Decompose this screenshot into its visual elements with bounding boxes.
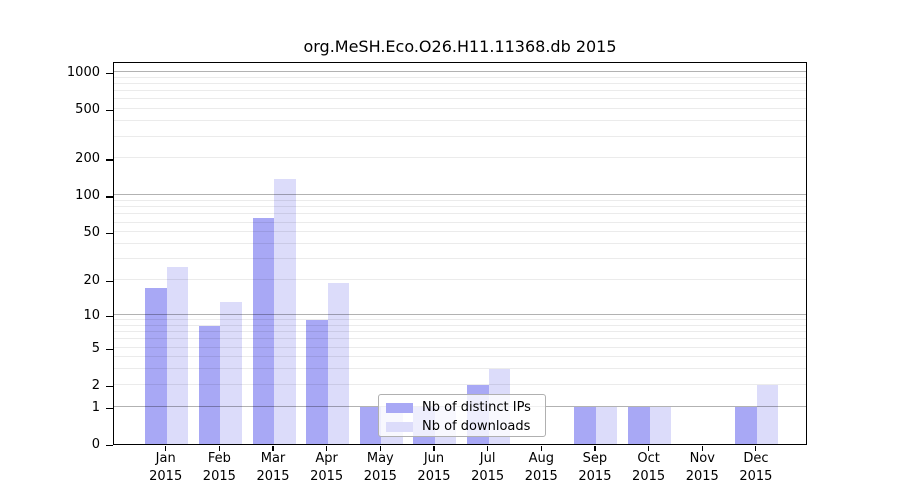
y-tick-label: 1000	[66, 64, 100, 80]
bar-distinct-ips-may	[359, 406, 382, 444]
x-tick-mark	[433, 446, 435, 451]
bar-downloads-oct	[649, 406, 672, 444]
legend-row-distinct-ips: Nb of distinct IPs	[386, 398, 539, 417]
x-tick-label-month: Oct	[637, 451, 660, 466]
y-tick-label: 0	[91, 437, 100, 452]
y-tick-mark	[106, 110, 113, 112]
legend-label-distinct-ips: Nb of distinct IPs	[422, 400, 531, 415]
x-tick-label-year: 2015	[310, 469, 344, 484]
x-tick-label-month: Nov	[689, 451, 715, 466]
x-tick-label-year: 2015	[524, 469, 558, 484]
bar-distinct-ips-apr	[306, 320, 328, 444]
legend-swatch-downloads	[386, 421, 413, 432]
x-tick-mark	[326, 446, 328, 451]
bar-distinct-ips-oct	[628, 406, 650, 444]
x-tick-label-year: 2015	[149, 469, 183, 484]
y-tick-mark	[106, 281, 113, 283]
y-tick-label: 50	[83, 225, 100, 241]
x-tick-label-year: 2015	[202, 469, 236, 484]
y-tick-mark	[106, 348, 113, 350]
y-tick-label: 2	[91, 377, 100, 393]
y-tick-mark	[106, 233, 113, 235]
x-tick-label-month: Apr	[315, 451, 338, 466]
bar-distinct-ips-sep	[574, 406, 596, 444]
x-tick-label-month: Jul	[479, 451, 496, 466]
x-tick-label-month: Jan	[155, 451, 176, 466]
x-tick-mark	[755, 446, 757, 451]
x-tick-label-month: Aug	[528, 451, 554, 466]
x-tick-mark	[647, 446, 650, 451]
y-tick-mark	[106, 407, 113, 409]
x-tick-label-year: 2015	[632, 469, 666, 484]
y-tick-label: 500	[75, 102, 100, 118]
y-tick-mark	[106, 445, 113, 447]
bar-downloads-jan	[166, 266, 189, 444]
x-tick-label-month: Jun	[423, 451, 445, 466]
x-tick-mark	[379, 446, 381, 451]
legend-label-downloads: Nb of downloads	[422, 419, 531, 434]
x-tick-mark	[165, 446, 167, 451]
bar-distinct-ips-feb	[198, 325, 221, 444]
x-tick-mark	[701, 446, 703, 451]
y-tick-mark	[106, 72, 113, 75]
x-tick-label-year: 2015	[256, 469, 290, 484]
y-tick-mark	[106, 196, 113, 198]
bars-layer	[114, 63, 806, 444]
legend-swatch-distinct-ips	[386, 402, 413, 413]
x-tick-label-month: May	[366, 451, 394, 466]
x-tick-mark	[487, 446, 489, 451]
bar-downloads-mar	[274, 179, 296, 444]
y-tick-mark	[106, 315, 113, 318]
bar-distinct-ips-dec	[735, 406, 757, 444]
bar-distinct-ips-mar	[252, 217, 274, 444]
legend: Nb of distinct IPs Nb of downloads	[378, 394, 546, 437]
y-tick-mark	[106, 385, 113, 388]
y-tick-label: 10	[83, 307, 100, 323]
x-tick-label-month: Feb	[207, 451, 231, 466]
bar-downloads-dec	[756, 384, 779, 444]
x-tick-label-year: 2015	[471, 469, 505, 484]
x-tick-label-month: Mar	[260, 451, 286, 466]
legend-row-downloads: Nb of downloads	[386, 417, 539, 436]
x-tick-label-year: 2015	[578, 469, 612, 484]
x-tick-mark	[272, 446, 274, 451]
bar-distinct-ips-jan	[145, 288, 167, 444]
x-tick-label-year: 2015	[363, 469, 397, 484]
x-tick-label-month: Sep	[582, 451, 608, 466]
x-tick-label-month: Dec	[743, 451, 769, 466]
y-tick-mark	[106, 159, 113, 161]
bar-downloads-feb	[220, 301, 242, 444]
bar-downloads-sep	[595, 406, 618, 444]
y-tick-label: 20	[83, 273, 100, 289]
x-tick-label-year: 2015	[739, 469, 773, 484]
y-tick-label: 5	[91, 340, 100, 356]
chart-title: org.MeSH.Eco.O26.H11.11368.db 2015	[303, 37, 617, 56]
x-tick-mark	[218, 446, 220, 451]
y-tick-label: 200	[75, 151, 100, 167]
y-tick-label: 100	[75, 188, 100, 204]
x-tick-mark	[594, 446, 596, 451]
x-tick-label-year: 2015	[417, 469, 451, 484]
bar-downloads-apr	[327, 282, 350, 444]
x-tick-label-year: 2015	[685, 469, 719, 484]
x-tick-mark	[540, 446, 542, 451]
plot-area: Nb of distinct IPs Nb of downloads	[113, 62, 807, 445]
y-tick-label: 1	[91, 399, 100, 415]
